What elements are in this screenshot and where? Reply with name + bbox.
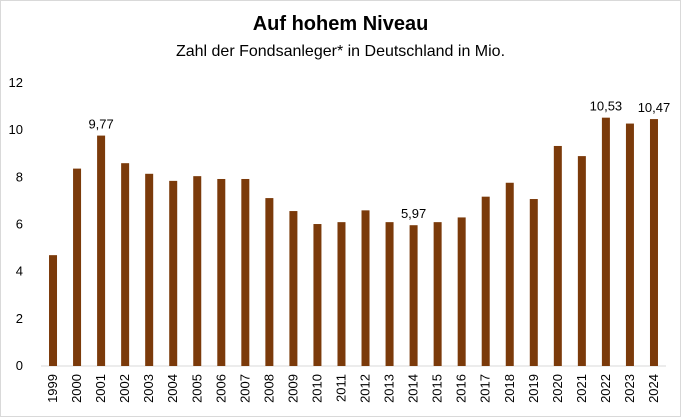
x-tick-label: 2008 xyxy=(261,374,276,403)
bar xyxy=(529,199,538,366)
bar xyxy=(49,255,58,366)
x-tick-label: 2004 xyxy=(165,374,180,403)
bar xyxy=(145,173,154,366)
bar xyxy=(289,211,298,366)
x-tick-label: 2014 xyxy=(406,374,421,403)
x-tick-label: 2015 xyxy=(430,374,445,403)
bar xyxy=(553,145,562,366)
bar xyxy=(73,168,82,366)
bar xyxy=(409,225,418,366)
y-tick-label: 6 xyxy=(16,217,23,232)
bar xyxy=(361,210,370,366)
x-tick-label: 2001 xyxy=(93,374,108,403)
bar xyxy=(97,135,106,366)
data-label: 9,77 xyxy=(88,117,113,132)
bar xyxy=(241,178,250,366)
bar xyxy=(217,178,226,366)
bar xyxy=(313,224,322,366)
x-tick-label: 2009 xyxy=(285,374,300,403)
x-tick-label: 1999 xyxy=(45,374,60,403)
bar xyxy=(265,198,274,366)
y-tick-label: 2 xyxy=(16,311,23,326)
data-label: 10,53 xyxy=(590,99,623,114)
x-tick-label: 2023 xyxy=(622,374,637,403)
chart-subtitle: Zahl der Fondsanleger* in Deutschland in… xyxy=(175,43,506,60)
x-tick-label: 2021 xyxy=(574,374,589,403)
x-tick-label: 2024 xyxy=(646,374,661,403)
data-label: 10,47 xyxy=(638,100,671,115)
x-tick-label: 2016 xyxy=(454,374,469,403)
x-tick-label: 2006 xyxy=(213,374,228,403)
bar xyxy=(337,222,346,366)
x-tick-label: 2022 xyxy=(598,374,613,403)
x-tick-label: 2000 xyxy=(69,374,84,403)
bar xyxy=(121,163,130,366)
x-tick-label: 2003 xyxy=(141,374,156,403)
y-tick-label: 10 xyxy=(9,122,23,137)
y-tick-label: 0 xyxy=(16,358,23,373)
bar xyxy=(169,180,178,366)
y-tick-label: 12 xyxy=(9,75,23,90)
bar xyxy=(577,156,586,366)
y-tick-label: 4 xyxy=(16,264,23,279)
bar xyxy=(649,119,658,367)
x-tick-label: 2005 xyxy=(189,374,204,403)
bar xyxy=(601,117,610,366)
y-tick-label: 8 xyxy=(16,169,23,184)
bar xyxy=(385,222,394,366)
bar xyxy=(457,217,466,366)
bar xyxy=(625,123,634,367)
x-tick-label: 2020 xyxy=(550,374,565,403)
x-tick-label: 2013 xyxy=(382,374,397,403)
x-tick-label: 2011 xyxy=(333,374,348,402)
x-tick-label: 2002 xyxy=(117,374,132,403)
chart-title: Auf hohem Niveau xyxy=(252,13,429,35)
x-tick-label: 2017 xyxy=(478,374,493,403)
bar xyxy=(193,176,202,366)
x-tick-label: 2007 xyxy=(237,374,252,403)
bar xyxy=(481,196,490,366)
bar xyxy=(505,182,514,366)
bar xyxy=(433,222,442,366)
x-tick-label: 2010 xyxy=(309,374,324,403)
x-tick-label: 2019 xyxy=(526,374,541,403)
x-tick-label: 2012 xyxy=(358,374,373,403)
x-tick-label: 2018 xyxy=(502,374,517,403)
data-label: 5,97 xyxy=(401,206,426,221)
